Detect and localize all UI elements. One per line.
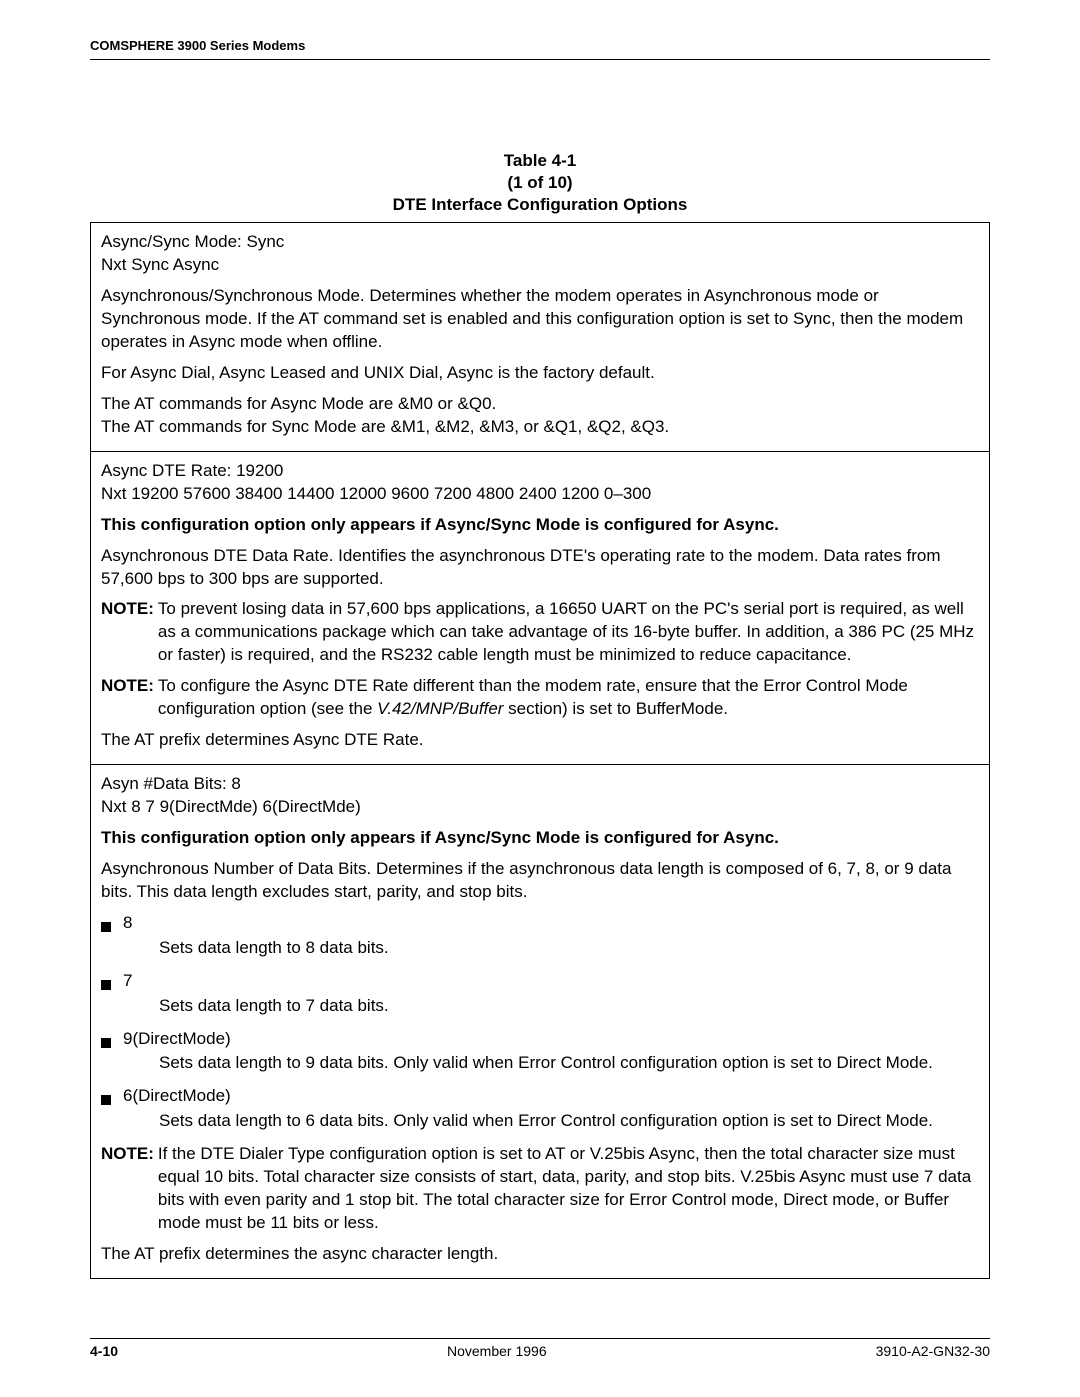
option-values: Nxt 19200 57600 38400 14400 12000 9600 7…: [101, 483, 979, 506]
list-item: 7 Sets data length to 7 data bits.: [101, 970, 979, 1018]
option-values: Nxt Sync Async: [101, 254, 979, 277]
table-row: Async DTE Rate: 19200 Nxt 19200 57600 38…: [91, 452, 989, 765]
bullet-description: Sets data length to 7 data bits.: [159, 995, 979, 1018]
note-text-b: section) is set to BufferMode.: [503, 699, 728, 718]
config-options-table: Async/Sync Mode: Sync Nxt Sync Async Asy…: [90, 222, 990, 1279]
text-line: The AT commands for Sync Mode are &M1, &…: [101, 416, 979, 439]
bullet-icon: [101, 1038, 111, 1048]
note-body: To prevent losing data in 57,600 bps app…: [156, 598, 979, 667]
list-item: 6(DirectMode) Sets data length to 6 data…: [101, 1085, 979, 1133]
bullet-icon: [101, 922, 111, 932]
option-title: Async DTE Rate: 19200: [101, 460, 979, 483]
note-label: NOTE:: [101, 598, 156, 667]
running-head: COMSPHERE 3900 Series Modems: [90, 38, 990, 60]
bullet-description: Sets data length to 8 data bits.: [159, 937, 979, 960]
option-title: Asyn #Data Bits: 8: [101, 773, 979, 796]
caption-line-2: (1 of 10): [90, 172, 990, 194]
condition-note: This configuration option only appears i…: [101, 827, 979, 850]
option-title: Async/Sync Mode: Sync: [101, 231, 979, 254]
footer-doc-id: 3910-A2-GN32-30: [876, 1343, 990, 1359]
note-label: NOTE:: [101, 675, 156, 721]
paragraph: The AT prefix determines the async chara…: [101, 1243, 979, 1266]
option-header: Async/Sync Mode: Sync Nxt Sync Async: [101, 231, 979, 277]
bullet-description: Sets data length to 9 data bits. Only va…: [159, 1052, 979, 1075]
list-item: 8 Sets data length to 8 data bits.: [101, 912, 979, 960]
bullet-label: 7: [123, 970, 979, 993]
list-item: 9(DirectMode) Sets data length to 9 data…: [101, 1028, 979, 1076]
paragraph: For Async Dial, Async Leased and UNIX Di…: [101, 362, 979, 385]
caption-line-3: DTE Interface Configuration Options: [90, 194, 990, 216]
paragraph: The AT commands for Async Mode are &M0 o…: [101, 393, 979, 439]
condition-note: This configuration option only appears i…: [101, 514, 979, 537]
table-row: Async/Sync Mode: Sync Nxt Sync Async Asy…: [91, 223, 989, 452]
option-header: Asyn #Data Bits: 8 Nxt 8 7 9(DirectMde) …: [101, 773, 979, 819]
note-body: To configure the Async DTE Rate differen…: [156, 675, 979, 721]
bullet-label: 8: [123, 912, 979, 935]
note: NOTE: To configure the Async DTE Rate di…: [101, 675, 979, 721]
bullet-label: 6(DirectMode): [123, 1085, 979, 1108]
caption-line-1: Table 4-1: [90, 150, 990, 172]
paragraph: Asynchronous DTE Data Rate. Identifies t…: [101, 545, 979, 591]
paragraph: Asynchronous/Synchronous Mode. Determine…: [101, 285, 979, 354]
bullet-description: Sets data length to 6 data bits. Only va…: [159, 1110, 979, 1133]
document-page: COMSPHERE 3900 Series Modems Table 4-1 (…: [0, 0, 1080, 1397]
note-body: If the DTE Dialer Type configuration opt…: [156, 1143, 979, 1235]
note-label: NOTE:: [101, 1143, 156, 1235]
table-row: Asyn #Data Bits: 8 Nxt 8 7 9(DirectMde) …: [91, 765, 989, 1278]
footer-page-number: 4-10: [90, 1343, 118, 1359]
note: NOTE: If the DTE Dialer Type configurati…: [101, 1143, 979, 1235]
text-line: The AT commands for Async Mode are &M0 o…: [101, 393, 979, 416]
note-text-italic: V.42/MNP/Buffer: [377, 699, 503, 718]
footer-date: November 1996: [447, 1343, 547, 1359]
option-values: Nxt 8 7 9(DirectMde) 6(DirectMde): [101, 796, 979, 819]
page-footer: 4-10 November 1996 3910-A2-GN32-30: [90, 1338, 990, 1359]
note: NOTE: To prevent losing data in 57,600 b…: [101, 598, 979, 667]
option-header: Async DTE Rate: 19200 Nxt 19200 57600 38…: [101, 460, 979, 506]
paragraph: The AT prefix determines Async DTE Rate.: [101, 729, 979, 752]
paragraph: Asynchronous Number of Data Bits. Determ…: [101, 858, 979, 904]
table-caption: Table 4-1 (1 of 10) DTE Interface Config…: [90, 150, 990, 216]
bullet-icon: [101, 980, 111, 990]
bullet-label: 9(DirectMode): [123, 1028, 979, 1051]
bullet-icon: [101, 1095, 111, 1105]
